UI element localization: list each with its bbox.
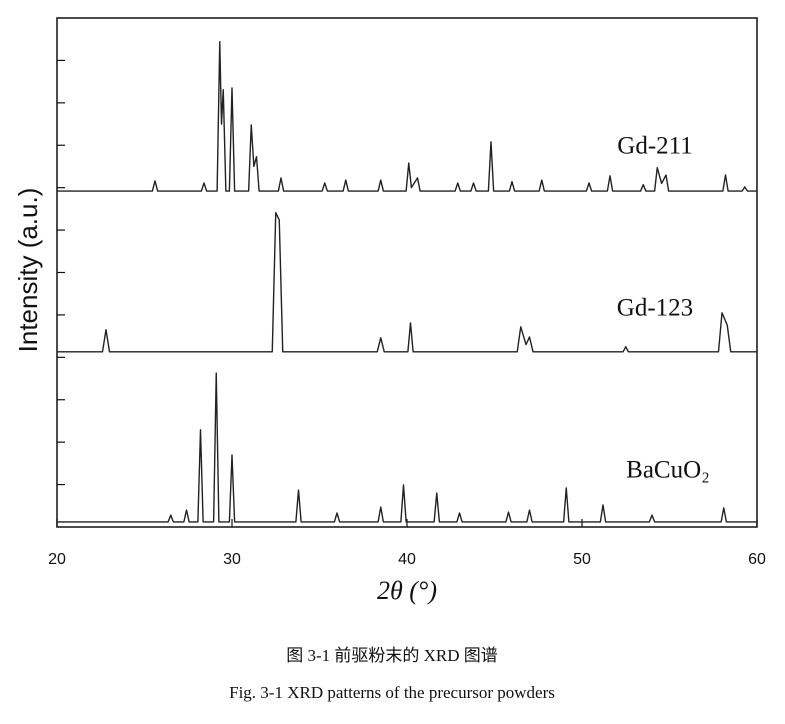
series-label: Gd-123 xyxy=(617,295,693,322)
pattern-line xyxy=(57,372,757,523)
x-tick-label: 30 xyxy=(223,551,241,568)
x-tick-label: 50 xyxy=(573,551,591,568)
y-axis-label: Intensity (a.u.) xyxy=(13,188,43,353)
x-tick-label: 60 xyxy=(748,551,766,568)
caption-cn: 图 3-1 前驱粉末的 XRD 图谱 xyxy=(286,646,498,665)
plot-frame xyxy=(56,17,758,528)
series-label: BaCuO₂ xyxy=(626,457,710,484)
pattern-line xyxy=(57,41,757,192)
x-tick-label: 40 xyxy=(398,551,416,568)
pattern-line xyxy=(57,211,757,353)
caption-en: Fig. 3-1 XRD patterns of the precursor p… xyxy=(229,683,555,702)
x-tick-label: 20 xyxy=(48,551,66,568)
x-axis-label: 2θ (°) xyxy=(377,576,437,605)
series-label: Gd-211 xyxy=(617,133,692,160)
